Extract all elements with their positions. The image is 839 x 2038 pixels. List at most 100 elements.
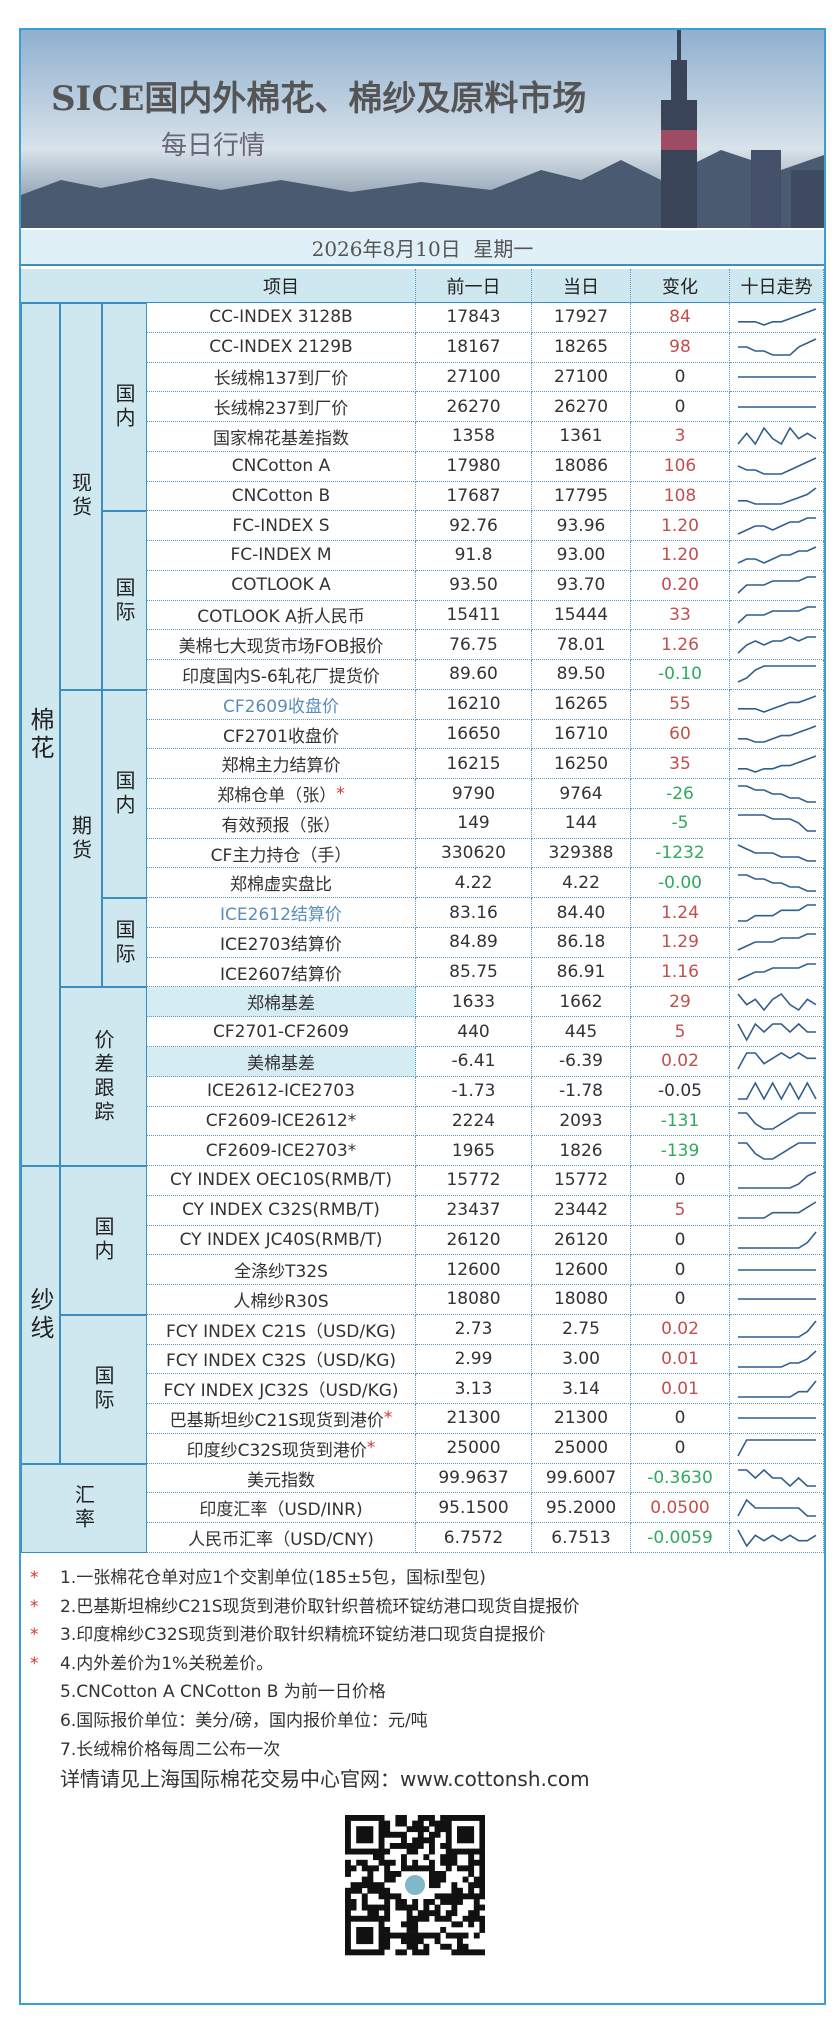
item-text: FC-INDEX S — [232, 515, 330, 536]
trend-cell — [730, 1314, 824, 1345]
item-text: CF2701收盘价 — [223, 726, 339, 747]
item-text: FCY INDEX JC32S（USD/KG) — [163, 1381, 399, 1402]
change-cell: 98 — [631, 332, 730, 363]
current-cell: 16265 — [532, 689, 631, 720]
trend-line — [737, 338, 816, 356]
trend-cell — [730, 1344, 824, 1375]
change-cell: -5 — [631, 808, 730, 839]
current-cell: 16710 — [532, 719, 631, 750]
trend-line — [737, 1201, 816, 1219]
prev-cell: 76.75 — [416, 630, 532, 661]
note: * 3.印度棉纱C32S现货到港价取针织精梳环锭纺港口现货自提报价 — [30, 1620, 546, 1645]
prev-cell: 23437 — [416, 1195, 532, 1226]
current-cell: -1.78 — [532, 1076, 631, 1107]
sparkline — [737, 1081, 817, 1101]
trend-line — [737, 1320, 817, 1339]
trend-cell — [730, 1433, 824, 1464]
prev-cell: 16215 — [416, 749, 532, 780]
change-cell: 1.16 — [631, 957, 730, 988]
item-text: 美棉基差 — [247, 1053, 315, 1074]
trend-line — [737, 308, 816, 327]
sparkline — [736, 992, 816, 1012]
trend-line — [737, 933, 816, 952]
trend-cell — [730, 927, 824, 958]
item-cell: 人棉纱R30S — [147, 1285, 416, 1315]
sparkline — [737, 1268, 816, 1271]
current-cell: 144 — [532, 808, 631, 839]
change-cell: 1.24 — [631, 898, 730, 928]
sparkline — [737, 516, 816, 535]
prev-cell: 95.1500 — [416, 1493, 532, 1524]
change-cell: 0 — [631, 362, 730, 393]
current-cell: 329388 — [532, 838, 631, 869]
prev-cell: 3.13 — [416, 1374, 532, 1405]
change-cell: -0.00 — [631, 868, 730, 899]
item-text: 有效预报（张） — [221, 815, 341, 836]
group-label: 棉花 — [21, 303, 60, 1167]
trend-cell — [730, 838, 824, 869]
item-text: COTLOOK A — [231, 575, 331, 596]
item-cell: ICE2607结算价 — [147, 957, 416, 988]
website: 详情请见上海国际棉花交易中心官网：www.cottonsh.com — [60, 1767, 590, 1792]
sparkline — [737, 338, 816, 356]
item-cell: 巴基斯坦纱C21S现货到港价 * — [147, 1404, 416, 1434]
change-cell: 0.02 — [631, 1047, 730, 1077]
change-cell: -131 — [631, 1106, 730, 1137]
prev-cell: 91.8 — [416, 541, 532, 571]
current-cell: 27100 — [532, 362, 631, 393]
trend-line — [737, 1380, 817, 1398]
sparkline — [736, 1439, 816, 1457]
trend-cell — [730, 1225, 824, 1256]
change-cell: 0.20 — [631, 570, 730, 601]
current-cell: 4.22 — [532, 868, 631, 899]
group-label: 价差跟踪 — [60, 987, 147, 1167]
trend-cell — [730, 451, 824, 482]
change-cell: 60 — [631, 719, 730, 750]
note: 6.国际报价单位：美分/磅，国内报价单位：元/吨 — [30, 1706, 428, 1731]
sparkline — [737, 665, 816, 684]
note: * 2.巴基斯坦棉纱C21S现货到港价取针织普梳环锭纺港口现货自提报价 — [30, 1592, 580, 1617]
current-cell: 18086 — [532, 451, 631, 482]
item-text: 人棉纱R30S — [233, 1291, 329, 1312]
trend-line — [737, 755, 816, 773]
prev-cell: 330620 — [416, 838, 532, 869]
trend-line — [737, 1350, 817, 1368]
column-header: 变化 — [631, 269, 730, 303]
header-blank — [21, 269, 147, 303]
item-text: CY INDEX C32S(RMB/T) — [182, 1200, 380, 1221]
trend-line — [737, 546, 816, 565]
trend-line — [736, 426, 816, 446]
change-cell: 1.20 — [631, 541, 730, 571]
item-cell: FC-INDEX M — [147, 541, 416, 571]
item-text: CF2609-ICE2703* — [205, 1140, 357, 1161]
subtitle: 每日行情 — [161, 131, 265, 161]
item-cell: COTLOOK A折人民币 — [147, 600, 416, 631]
trend-line — [737, 1231, 817, 1249]
note-mark: * — [366, 1438, 376, 1459]
note-mark: * — [30, 1653, 39, 1674]
item-cell: CF2701收盘价 — [147, 719, 416, 750]
note: * 4.内外差价为1%关税差价。 — [30, 1649, 273, 1674]
item-text: 郑棉主力结算价 — [221, 756, 341, 777]
change-cell: 5 — [631, 1017, 730, 1047]
prev-cell: 25000 — [416, 1433, 532, 1464]
prev-cell: 4.22 — [416, 868, 532, 899]
change-cell: -0.0059 — [631, 1523, 730, 1553]
prev-cell: 27100 — [416, 362, 532, 393]
note: 5.CNCotton A CNCotton B 为前一日价格 — [30, 1677, 386, 1702]
sparkline — [737, 784, 816, 803]
change-cell: 5 — [631, 1195, 730, 1226]
item-text: CY INDEX JC40S(RMB/T) — [179, 1229, 383, 1250]
sparkline — [737, 903, 816, 922]
prev-cell: 26270 — [416, 392, 532, 423]
item-cell: CY INDEX OEC10S(RMB/T) — [147, 1166, 416, 1196]
trend-cell — [730, 689, 824, 720]
trend-line — [737, 665, 816, 684]
item-cell: ICE2612-ICE2703 — [147, 1076, 416, 1107]
prev-cell: 17687 — [416, 481, 532, 512]
current-cell: 3.14 — [532, 1374, 631, 1405]
item-cell: 有效预报（张） — [147, 808, 416, 839]
prev-cell: 2224 — [416, 1106, 532, 1137]
sparkline — [737, 1112, 816, 1130]
change-cell: 0 — [631, 1285, 730, 1315]
